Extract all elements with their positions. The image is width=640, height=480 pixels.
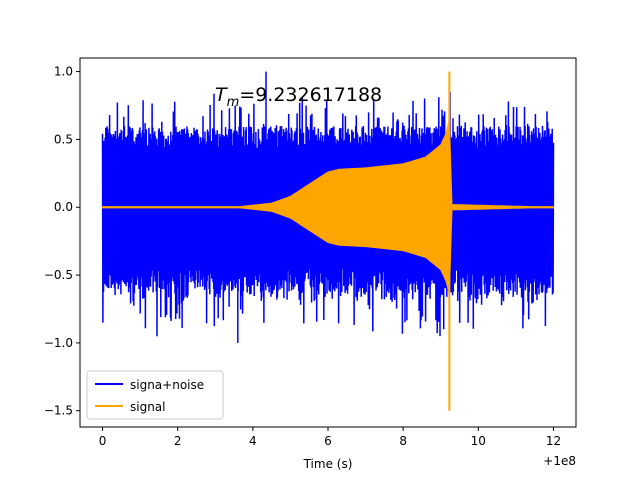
- annotation-subscript: m: [227, 95, 240, 110]
- y-tick-label: 0.0: [54, 200, 73, 214]
- x-tick-label: 10: [471, 434, 486, 448]
- x-tick-label: 6: [324, 434, 332, 448]
- x-axis-label: Time (s): [303, 457, 353, 471]
- x-tick-label: 4: [249, 434, 257, 448]
- x-tick-label: 2: [174, 434, 182, 448]
- legend: signa+noise signal: [86, 370, 224, 420]
- x-tick-label: 0: [99, 434, 107, 448]
- y-tick-label: −1.0: [44, 336, 73, 350]
- x-offset-label: +1e8: [543, 454, 576, 468]
- x-tick-label: 12: [546, 434, 561, 448]
- x-axis: 0 2 4 6 8 10 12: [99, 427, 561, 448]
- y-tick-label: −0.5: [44, 268, 73, 282]
- annotation-prefix: T: [215, 84, 228, 106]
- x-tick-label: 8: [399, 434, 407, 448]
- series-signal-noise: [101, 71, 555, 343]
- annotation-text: Tm=9.232617188: [215, 84, 382, 110]
- y-tick-label: −1.5: [44, 404, 73, 418]
- y-tick-label: 1.0: [54, 65, 73, 79]
- y-tick-label: 0.5: [54, 132, 73, 146]
- series-layer: [101, 71, 555, 411]
- plot-area: [101, 71, 555, 411]
- y-axis: −1.5 −1.0 −0.5 0.0 0.5 1.0: [44, 65, 80, 418]
- annotation-value: =9.232617188: [239, 84, 382, 106]
- legend-label-signal: signal: [130, 400, 166, 414]
- legend-label-signal-noise: signa+noise: [130, 378, 204, 392]
